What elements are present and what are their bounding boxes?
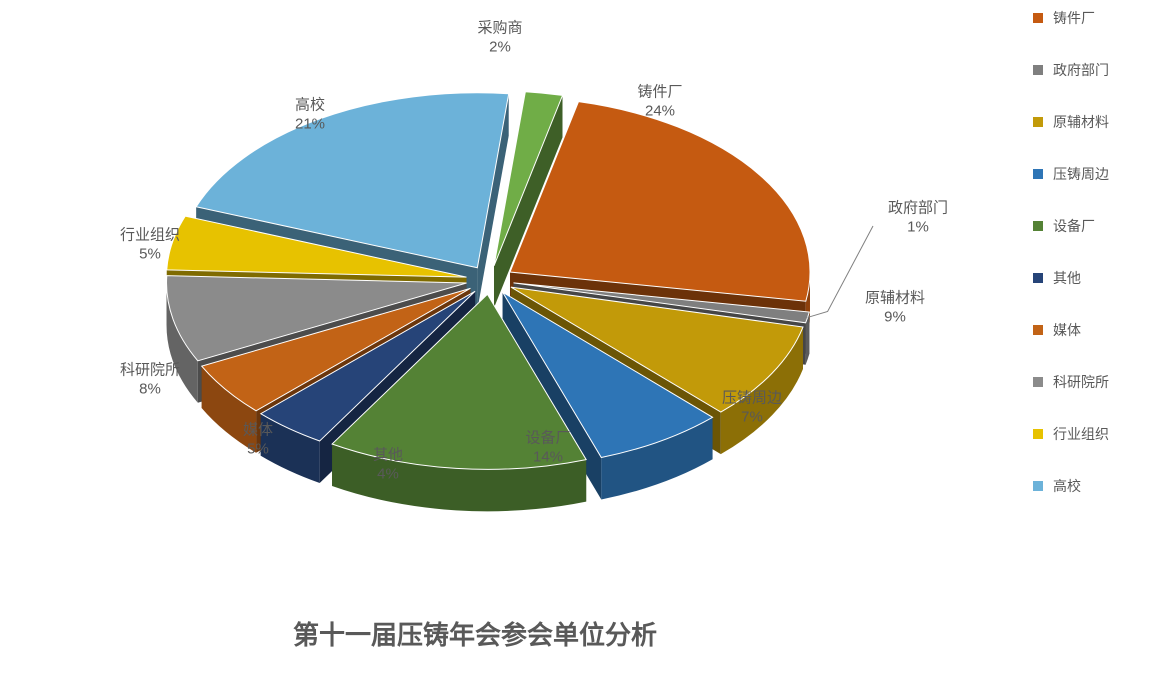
pie-chart-svg <box>0 0 1171 674</box>
legend-item: 政府部门 <box>1033 60 1153 80</box>
legend-swatch <box>1033 65 1043 75</box>
legend-label: 原辅材料 <box>1053 112 1109 132</box>
legend-item: 其他 <box>1033 268 1153 288</box>
legend-item: 铸件厂 <box>1033 8 1153 28</box>
legend-label: 其他 <box>1053 268 1081 288</box>
legend-swatch <box>1033 169 1043 179</box>
legend-swatch <box>1033 13 1043 23</box>
legend-swatch <box>1033 325 1043 335</box>
legend-swatch <box>1033 377 1043 387</box>
legend-item: 行业组织 <box>1033 424 1153 444</box>
legend-label: 压铸周边 <box>1053 164 1109 184</box>
legend-label: 铸件厂 <box>1053 8 1095 28</box>
legend-label: 政府部门 <box>1053 60 1109 80</box>
chart-container: 采购商2%铸件厂24%政府部门1%原辅材料9%压铸周边7%设备厂14%其他4%媒… <box>0 0 1171 674</box>
leader-line <box>808 226 873 317</box>
legend-label: 科研院所 <box>1053 372 1109 392</box>
legend-item: 设备厂 <box>1033 216 1153 236</box>
chart-caption: 第十一届压铸年会参会单位分析 <box>0 615 950 652</box>
legend-label: 行业组织 <box>1053 424 1109 444</box>
legend-label: 设备厂 <box>1053 216 1095 236</box>
legend-item: 压铸周边 <box>1033 164 1153 184</box>
legend-swatch <box>1033 429 1043 439</box>
legend-swatch <box>1033 221 1043 231</box>
legend-swatch <box>1033 117 1043 127</box>
legend-item: 媒体 <box>1033 320 1153 340</box>
legend-item: 原辅材料 <box>1033 112 1153 132</box>
legend-swatch <box>1033 273 1043 283</box>
chart-legend: 铸件厂政府部门原辅材料压铸周边设备厂其他媒体科研院所行业组织高校 <box>1033 8 1153 528</box>
legend-item: 科研院所 <box>1033 372 1153 392</box>
legend-label: 高校 <box>1053 476 1081 496</box>
legend-item: 高校 <box>1033 476 1153 496</box>
legend-label: 媒体 <box>1053 320 1081 340</box>
legend-swatch <box>1033 481 1043 491</box>
